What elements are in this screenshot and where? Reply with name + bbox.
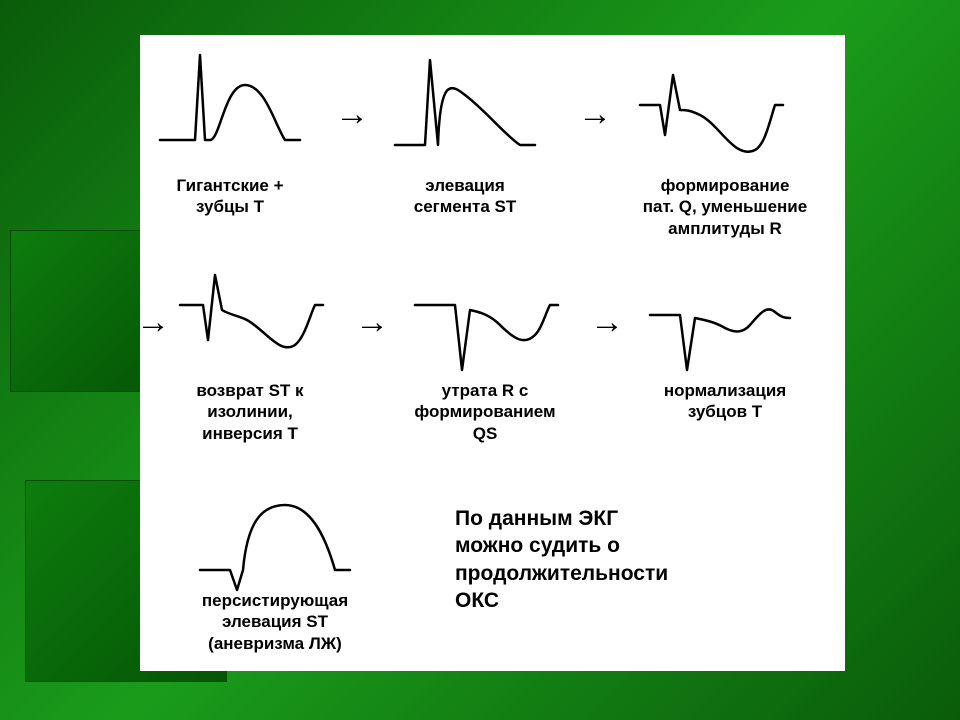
stage-giant-t [150, 45, 310, 165]
label-st-elevation: элевациясегмента ST [385, 175, 545, 218]
ecg-persistent-st-icon [195, 485, 355, 595]
arrow-icon: → [335, 95, 369, 134]
arrow-icon: → [136, 303, 170, 342]
ecg-qs-icon [410, 270, 560, 380]
label-t-normal: нормализациязубцов Т [635, 380, 815, 423]
stage-path-q [630, 50, 790, 170]
ecg-st-return-icon [175, 265, 325, 375]
label-giant-t: Гигантские +зубцы Т [155, 175, 305, 218]
slide-background: Гигантские +зубцы Т → элевациясегмента S… [0, 0, 960, 720]
label-path-q: формированиепат. Q, уменьшениеамплитуды … [620, 175, 830, 239]
ecg-path-q-icon [635, 50, 785, 170]
content-panel: Гигантские +зубцы Т → элевациясегмента S… [140, 35, 845, 671]
label-st-return: возврат ST кизолинии,инверсия Т [165, 380, 335, 444]
ecg-t-normal-icon [645, 270, 795, 380]
ecg-giant-t-icon [155, 45, 305, 165]
label-persistent-st: персистирующаяэлевация ST(аневризма ЛЖ) [160, 590, 390, 654]
summary-note: По данным ЭКГможно судить опродолжительн… [455, 505, 815, 614]
arrow-icon: → [578, 95, 612, 134]
label-qs-formation: утрата R сформированиемQS [390, 380, 580, 444]
arrow-icon: → [590, 303, 624, 342]
arrow-icon: → [355, 303, 389, 342]
stage-qs-formation [405, 270, 565, 380]
stage-st-return [170, 265, 330, 375]
stage-persistent-st [185, 485, 365, 595]
stage-t-normal [640, 270, 800, 380]
ecg-st-elevation-icon [390, 45, 540, 165]
stage-st-elevation [385, 45, 545, 165]
